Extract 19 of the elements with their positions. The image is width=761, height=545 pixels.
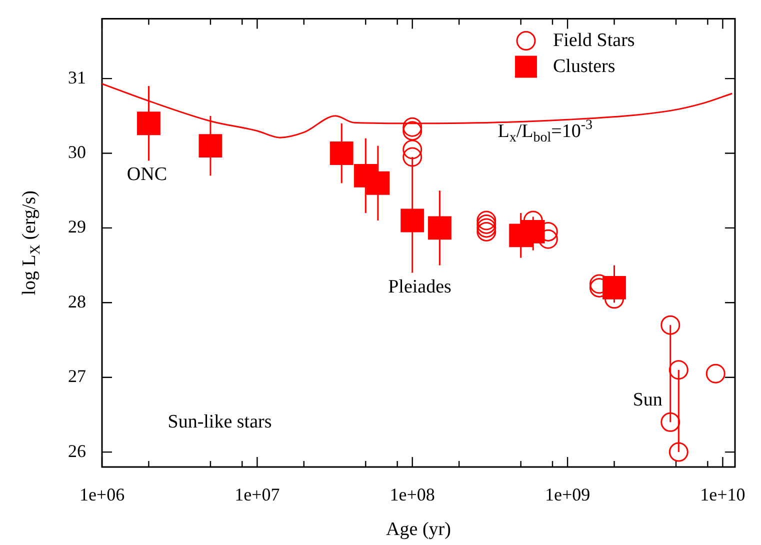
y-tick-label: 30 (68, 142, 86, 162)
legend-label: Field Stars (553, 30, 635, 51)
x-tick-label: 1e+06 (79, 484, 125, 505)
legend-label: Clusters (553, 56, 616, 77)
x-tick-label: 1e+08 (390, 484, 435, 505)
annotation: ONC (126, 164, 168, 185)
annotation: Sun-like stars (168, 412, 272, 433)
y-tick-label: 28 (68, 291, 86, 312)
y-tick-label: 31 (68, 67, 86, 88)
x-axis-title: Age (yr) (386, 518, 451, 540)
x-tick-label: 1e+09 (544, 484, 590, 505)
y-axis-title: log LX (erg/s) (18, 190, 44, 296)
y-tick-label: 29 (68, 216, 86, 237)
y-tick-label: 27 (68, 366, 86, 386)
annotation: Sun (632, 390, 663, 411)
x-tick-label: 1e+10 (700, 484, 746, 505)
annotation: Pleiades (388, 276, 452, 298)
x-tick-label: 1e+07 (234, 484, 280, 505)
y-tick-label: 26 (68, 440, 86, 461)
